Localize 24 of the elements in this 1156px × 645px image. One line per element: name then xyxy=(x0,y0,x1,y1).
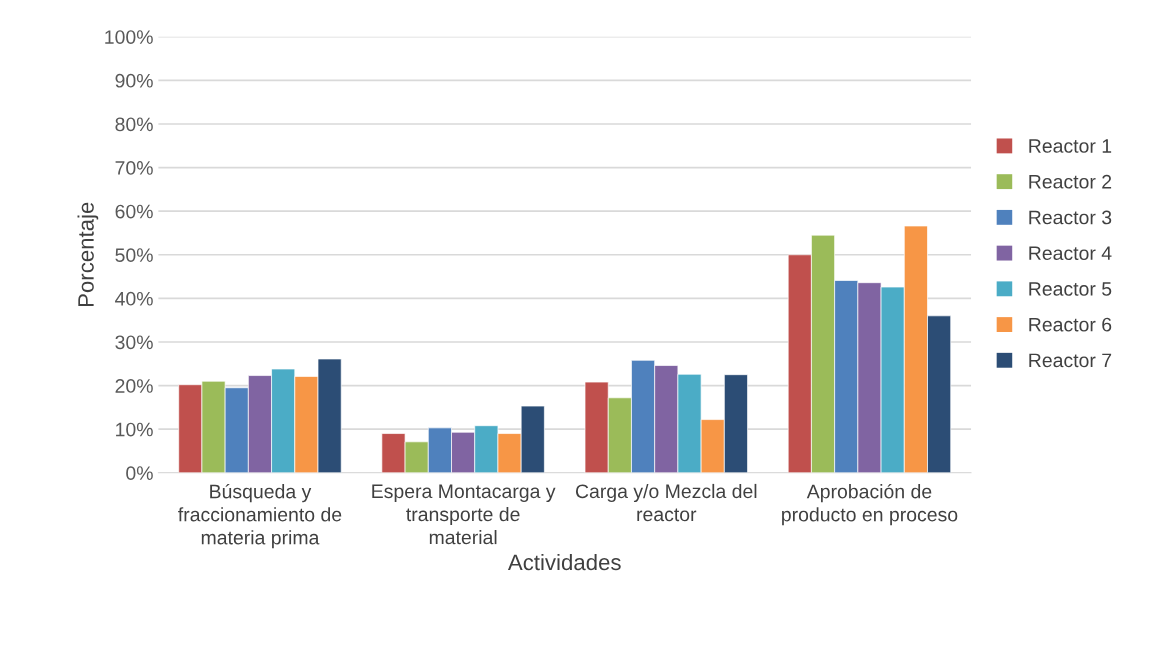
y-tick-label: 80% xyxy=(115,117,153,132)
y-tick-label: 70% xyxy=(115,161,153,175)
y-tick-label: 50% xyxy=(115,248,153,263)
y-tick-label: 90% xyxy=(115,73,153,88)
legend-label: Reactor 1 xyxy=(1029,139,1112,153)
x-tick-label: Búsqueda y fraccionamiento de materia prima xyxy=(178,483,342,549)
y-tick-label: 60% xyxy=(115,204,153,219)
x-tick-label: Carga y/o Mezcla del reactor xyxy=(575,483,757,522)
y-tick-label: 0% xyxy=(126,466,153,481)
x-tick-label: Espera Montacarga y transporte de material xyxy=(372,484,556,545)
y-tick-label: 10% xyxy=(116,422,153,437)
legend-label: Reactor 7 xyxy=(1029,353,1112,368)
x-axis-title: Actividades xyxy=(507,553,621,571)
legend-label: Reactor 6 xyxy=(1029,317,1112,332)
y-tick-label: 100% xyxy=(105,30,153,44)
x-tick-label: Aprobación de producto en proceso xyxy=(782,483,958,526)
legend-label: Reactor 3 xyxy=(1029,210,1112,225)
y-tick-label: 20% xyxy=(115,379,153,393)
y-axis-title: Porcentaje xyxy=(77,202,99,307)
y-tick-label: 30% xyxy=(115,335,153,350)
legend-label: Reactor 2 xyxy=(1029,174,1112,189)
legend-label: Reactor 5 xyxy=(1029,282,1112,296)
y-tick-label: 40% xyxy=(115,291,153,306)
legend-label: Reactor 4 xyxy=(1029,246,1112,261)
